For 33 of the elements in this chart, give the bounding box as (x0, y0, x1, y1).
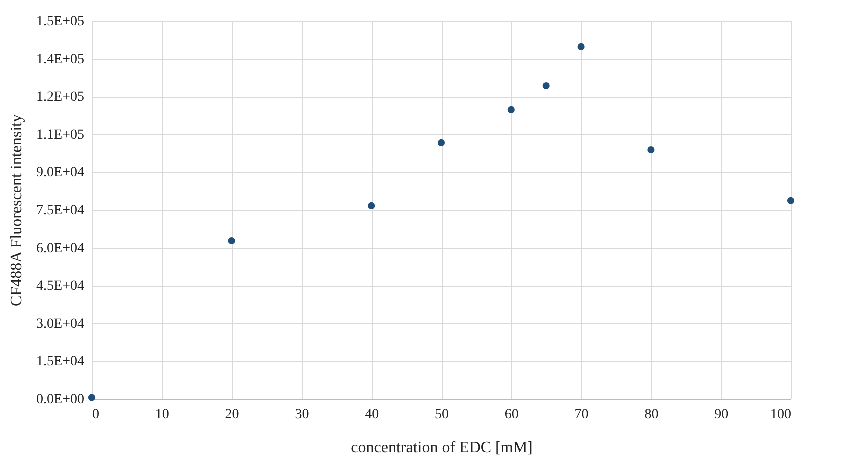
x-tick-label: 20 (225, 408, 240, 422)
x-axis-title: concentration of EDC [mM] (351, 440, 533, 456)
y-tick-label: 1.4E+05 (36, 52, 84, 68)
y-tick-label: 3.0E+04 (36, 316, 84, 332)
point (508, 106, 515, 114)
y-tick-label: 1.1E+05 (36, 128, 84, 143)
point (787, 197, 795, 204)
x-tick-label: 30 (295, 408, 310, 422)
x-tick-label: 40 (365, 408, 380, 422)
y-tick-label: 4.5E+04 (36, 279, 84, 294)
point (542, 82, 550, 90)
y-axis-title: CF488A Fluorescent intensity (8, 114, 26, 306)
y-tick-label: 6.0E+04 (36, 241, 84, 256)
y-tick-label: 9.0E+04 (36, 166, 84, 181)
y-tick-label: 0.0E+00 (36, 392, 84, 408)
x-tick-label: 90 (714, 408, 729, 422)
y-tick-label: 7.5E+04 (36, 204, 84, 218)
y-tick-label: 1.2E+05 (36, 90, 84, 106)
x-tick-label: 10 (155, 408, 170, 422)
x-tick-label: 60 (504, 408, 519, 422)
x-tick-label: 50 (435, 408, 449, 422)
x-tick-label: 0 (92, 408, 100, 422)
point (578, 43, 585, 50)
point (368, 202, 376, 210)
y-tick-label: 1.5E+05 (36, 14, 84, 30)
x-tick-label: 100 (770, 408, 792, 422)
point (648, 146, 655, 154)
x-tick-label: 70 (574, 408, 589, 422)
x-tick-label: 80 (644, 408, 659, 422)
point (88, 394, 96, 402)
point (438, 139, 446, 146)
y-tick-label: 1.5E+04 (36, 354, 84, 370)
point (228, 237, 236, 245)
